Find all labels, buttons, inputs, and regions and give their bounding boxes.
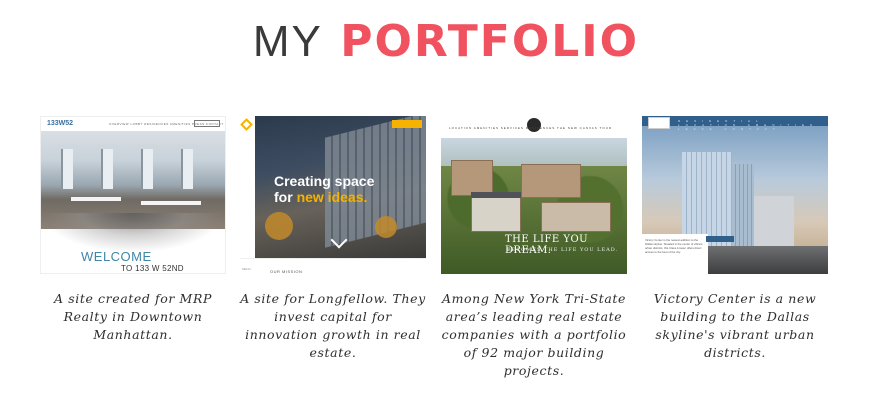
site-sub-label: OUR MISSION (270, 269, 303, 274)
site-tagline-line2: for new ideas. (274, 189, 367, 205)
heading-light-word: MY (252, 17, 323, 66)
site-logo-icon (240, 118, 253, 131)
portfolio-caption: Victory Center is a new building to the … (653, 291, 817, 360)
site-nav-button (194, 120, 220, 127)
site-panel-tab (706, 236, 734, 242)
brush-stroke (41, 213, 225, 253)
site-text-panel: Victory Center is the newest addition to… (642, 234, 708, 274)
portfolio-item-longfellow[interactable]: Creating space for new ideas. MENU OUR M… (240, 116, 426, 362)
building (471, 196, 521, 232)
office-photo (41, 131, 225, 229)
site-nav: LOCATION AMENITIES SERVICES RESIDENCES T… (441, 116, 627, 138)
portfolio-item-tri-state[interactable]: LOCATION AMENITIES SERVICES RESIDENCES T… (441, 116, 627, 380)
site-welcome-text: WELCOME (81, 249, 152, 264)
site-nav-links: LOCATION AMENITIES SERVICES RESIDENCES T… (449, 126, 613, 130)
building (451, 160, 493, 196)
building (754, 196, 794, 252)
portfolio-item-victory-center[interactable]: RESIDENTIAL LOCATION AMENITIES LEASE CON… (642, 116, 828, 362)
site-menu-label: MENU (242, 267, 251, 271)
window (61, 149, 73, 189)
site-blurb: Victory Center is the newest addition to… (645, 238, 703, 254)
window (101, 149, 113, 189)
building (541, 202, 611, 232)
building-photo (255, 116, 426, 258)
portfolio-caption: Among New York Tri-State area’s leading … (441, 291, 627, 378)
portfolio-heading: MY PORTFOLIO (0, 14, 892, 70)
tree (375, 216, 397, 238)
site-hero-title: THE LIFE YOU DREAM. (505, 234, 589, 256)
portfolio-thumbnail[interactable]: LOCATION AMENITIES SERVICES RESIDENCES T… (441, 116, 627, 274)
tree (265, 212, 293, 240)
portfolio-thumbnail[interactable]: Creating space for new ideas. MENU OUR M… (240, 116, 426, 274)
site-badge (392, 120, 422, 128)
site-tagline-line1: Creating space (274, 173, 375, 189)
window (141, 149, 153, 189)
site-hero-subtitle: BECOMES THE LIFE YOU LEAD. (507, 247, 619, 253)
portfolio-caption: A site created for MRP Realty in Downtow… (54, 291, 212, 342)
site-logo (648, 117, 670, 129)
site-address-text: TO 133 W 52ND (121, 264, 184, 273)
desk (71, 197, 121, 201)
portfolio-caption: A site for Longfellow. They invest capit… (240, 291, 426, 360)
roof (471, 192, 521, 198)
site-logo: 133W52 (47, 120, 74, 127)
tagline-prefix: for (274, 189, 297, 205)
site-nav-links: RESIDENTIAL LOCATION AMENITIES LEASE CON… (678, 119, 818, 131)
desk (141, 201, 201, 205)
crest-icon (527, 118, 541, 132)
tagline-highlight: new ideas. (296, 189, 368, 205)
site-nav: RESIDENTIAL LOCATION AMENITIES LEASE CON… (642, 116, 828, 131)
portfolio-item-mrp-realty[interactable]: 133W52 OVERVIEW LOBBY RESIDENCES AMENITI… (40, 116, 226, 344)
portfolio-thumbnail[interactable]: 133W52 OVERVIEW LOBBY RESIDENCES AMENITI… (40, 116, 226, 274)
building (521, 164, 581, 198)
site-nav: 133W52 OVERVIEW LOBBY RESIDENCES AMENITI… (41, 117, 225, 131)
window (181, 149, 193, 189)
site-footer-strip: MENU OUR MISSION (240, 258, 426, 274)
tower (732, 164, 754, 252)
heading-accent-word: PORTFOLIO (340, 16, 640, 67)
portfolio-thumbnail[interactable]: RESIDENTIAL LOCATION AMENITIES LEASE CON… (642, 116, 828, 274)
site-nav-links: OVERVIEW LOBBY RESIDENCES AMENITIES PRES… (109, 122, 224, 126)
